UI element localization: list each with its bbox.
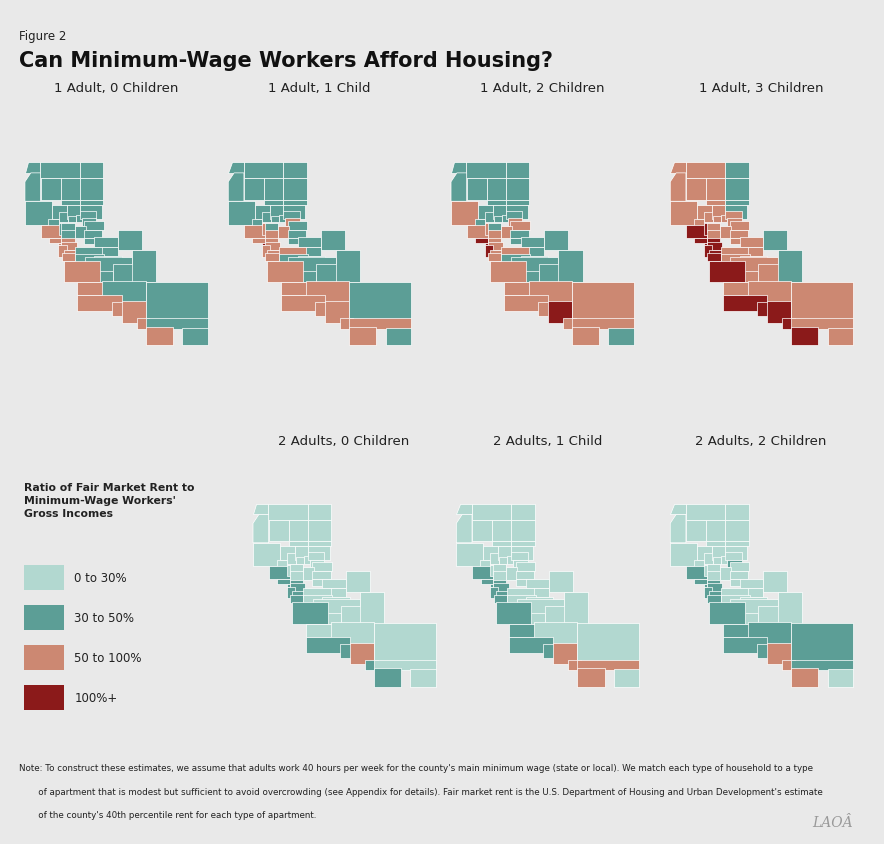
Text: 1 Adult, 0 Children: 1 Adult, 0 Children (54, 82, 178, 95)
Text: 1 Adult, 3 Children: 1 Adult, 3 Children (699, 82, 823, 95)
Text: 2 Adults, 2 Children: 2 Adults, 2 Children (696, 435, 827, 447)
Text: 1 Adult, 2 Children: 1 Adult, 2 Children (480, 82, 604, 95)
Bar (24, 605, 65, 630)
Text: 50 to 100%: 50 to 100% (74, 651, 141, 664)
Text: LAOÂ: LAOÂ (812, 814, 853, 829)
Text: Can Minimum-Wage Workers Afford Housing?: Can Minimum-Wage Workers Afford Housing? (19, 51, 553, 71)
Text: of the county's 40th percentile rent for each type of apartment.: of the county's 40th percentile rent for… (19, 810, 316, 820)
Bar (24, 565, 65, 590)
Text: 1 Adult, 1 Child: 1 Adult, 1 Child (268, 82, 370, 95)
Bar (24, 685, 65, 710)
Text: Note: To construct these estimates, we assume that adults work 40 hours per week: Note: To construct these estimates, we a… (19, 763, 813, 772)
Text: Figure 2: Figure 2 (19, 30, 67, 42)
Text: 100%+: 100%+ (74, 691, 118, 704)
Text: Ratio of Fair Market Rent to
Minimum-Wage Workers'
Gross Incomes: Ratio of Fair Market Rent to Minimum-Wag… (24, 482, 194, 518)
Text: 30 to 50%: 30 to 50% (74, 611, 134, 624)
Text: 2 Adults, 1 Child: 2 Adults, 1 Child (492, 435, 602, 447)
Text: of apartment that is modest but sufficient to avoid overcrowding (see Appendix f: of apartment that is modest but sufficie… (19, 787, 823, 796)
Text: 0 to 30%: 0 to 30% (74, 571, 127, 584)
Bar (24, 645, 65, 670)
Text: 2 Adults, 0 Children: 2 Adults, 0 Children (278, 435, 409, 447)
